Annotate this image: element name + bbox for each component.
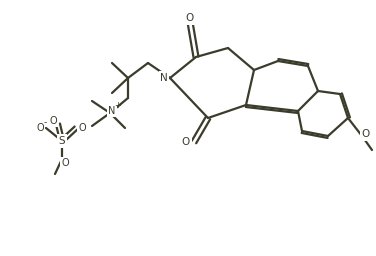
Text: O: O xyxy=(61,158,69,168)
Text: N: N xyxy=(108,106,116,116)
Text: O: O xyxy=(186,13,194,23)
Text: +: + xyxy=(115,101,121,110)
Text: O: O xyxy=(36,123,44,133)
Text: O: O xyxy=(78,123,86,133)
Text: O: O xyxy=(182,137,190,147)
Text: S: S xyxy=(59,136,65,146)
Text: O: O xyxy=(362,129,370,139)
Text: -: - xyxy=(43,119,47,127)
Text: N: N xyxy=(160,73,168,83)
Text: O: O xyxy=(49,116,57,126)
